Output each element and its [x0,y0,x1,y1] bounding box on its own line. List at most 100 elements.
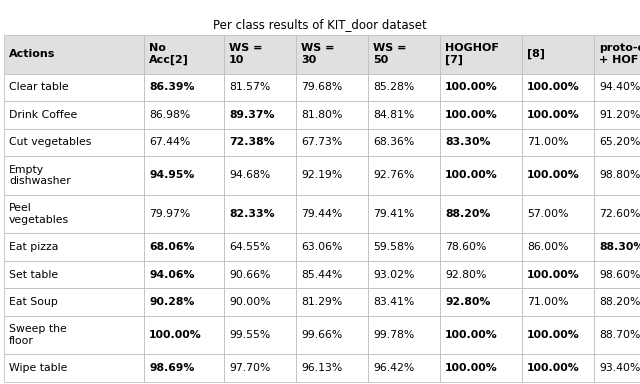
Text: 67.44%: 67.44% [149,137,190,147]
Bar [4,261,144,288]
Text: 88.20%: 88.20% [445,209,490,219]
Text: 88.30%: 88.30% [599,242,640,252]
Bar [522,261,594,288]
Text: 67.73%: 67.73% [301,137,342,147]
Text: 79.41%: 79.41% [373,209,414,219]
Bar [296,129,368,156]
Text: 85.44%: 85.44% [301,270,342,280]
Bar [224,156,296,195]
Text: 100.00%: 100.00% [527,363,580,373]
Text: 92.19%: 92.19% [301,170,342,180]
Bar [144,261,224,288]
Text: 99.66%: 99.66% [301,330,342,340]
Text: 68.36%: 68.36% [373,137,414,147]
Bar [296,354,368,382]
Text: 96.42%: 96.42% [373,363,414,373]
Text: 90.00%: 90.00% [229,297,271,307]
Text: 81.80%: 81.80% [301,110,342,120]
Text: 65.20%: 65.20% [599,137,640,147]
Bar [296,316,368,354]
Bar [368,129,440,156]
Text: Per class results of KIT_door dataset: Per class results of KIT_door dataset [213,18,427,31]
Text: 83.30%: 83.30% [445,137,490,147]
Bar [4,233,144,261]
Bar [594,35,640,74]
Text: 92.80%: 92.80% [445,297,490,307]
Text: WS =
50: WS = 50 [373,43,406,65]
Text: 100.00%: 100.00% [527,82,580,92]
Text: No
Acc[2]: No Acc[2] [149,43,189,65]
Text: 100.00%: 100.00% [445,110,498,120]
Bar [224,74,296,101]
Bar [594,129,640,156]
Text: 84.81%: 84.81% [373,110,414,120]
Bar [440,288,522,316]
Text: 100.00%: 100.00% [445,363,498,373]
Text: Cut vegetables: Cut vegetables [9,137,92,147]
Bar [224,195,296,233]
Text: Eat pizza: Eat pizza [9,242,58,252]
Bar [296,288,368,316]
Bar [594,288,640,316]
Bar [4,156,144,195]
Bar [144,316,224,354]
Bar [368,195,440,233]
Bar [4,101,144,129]
Text: 93.40%: 93.40% [599,363,640,373]
Bar [224,233,296,261]
Bar [440,316,522,354]
Bar [4,129,144,156]
Text: 79.97%: 79.97% [149,209,190,219]
Text: 81.57%: 81.57% [229,82,270,92]
Bar [594,101,640,129]
Text: Clear table: Clear table [9,82,68,92]
Bar [296,35,368,74]
Bar [144,35,224,74]
Bar [522,101,594,129]
Text: 92.76%: 92.76% [373,170,414,180]
Text: 72.38%: 72.38% [229,137,275,147]
Text: 100.00%: 100.00% [527,110,580,120]
Bar [594,156,640,195]
Text: 98.80%: 98.80% [599,170,640,180]
Text: 98.69%: 98.69% [149,363,195,373]
Text: 68.06%: 68.06% [149,242,195,252]
Text: 94.95%: 94.95% [149,170,195,180]
Bar [296,156,368,195]
Bar [368,233,440,261]
Text: 79.68%: 79.68% [301,82,342,92]
Bar [522,195,594,233]
Text: 94.06%: 94.06% [149,270,195,280]
Text: 71.00%: 71.00% [527,137,568,147]
Bar [440,233,522,261]
Bar [144,156,224,195]
Bar [224,261,296,288]
Bar [522,288,594,316]
Bar [224,316,296,354]
Text: 90.28%: 90.28% [149,297,195,307]
Bar [144,233,224,261]
Bar [522,129,594,156]
Text: 93.02%: 93.02% [373,270,414,280]
Bar [144,74,224,101]
Bar [368,261,440,288]
Text: 90.66%: 90.66% [229,270,270,280]
Bar [368,354,440,382]
Bar [4,354,144,382]
Bar [440,74,522,101]
Bar [224,35,296,74]
Bar [440,261,522,288]
Text: WS =
30: WS = 30 [301,43,334,65]
Text: 99.55%: 99.55% [229,330,270,340]
Text: 94.40%: 94.40% [599,82,640,92]
Text: 79.44%: 79.44% [301,209,342,219]
Text: [8]: [8] [527,49,545,60]
Bar [522,233,594,261]
Text: 89.37%: 89.37% [229,110,275,120]
Text: 64.55%: 64.55% [229,242,270,252]
Text: HOGHOF
[7]: HOGHOF [7] [445,43,499,65]
Bar [440,354,522,382]
Bar [594,233,640,261]
Text: Drink Coffee: Drink Coffee [9,110,77,120]
Text: 97.70%: 97.70% [229,363,270,373]
